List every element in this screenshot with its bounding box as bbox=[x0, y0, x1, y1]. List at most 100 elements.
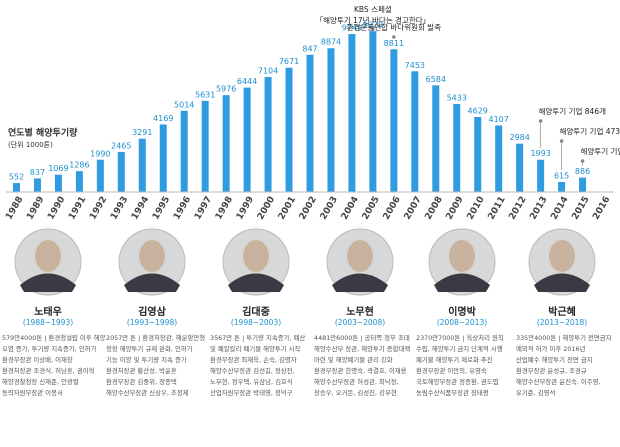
president-term: (1998~2003) bbox=[231, 318, 281, 327]
president-text: 기능 이양 및 투기량 지속 증가 bbox=[106, 355, 187, 364]
portrait-face bbox=[35, 240, 61, 272]
value-label: 1286 bbox=[69, 161, 89, 170]
president-text: 환경부장관 윤성규, 조경규 bbox=[516, 366, 587, 375]
annotation-text: KBS 스페셜 bbox=[354, 4, 392, 14]
president-text: 579만4000톤 | 환경청설립 이후 해양 bbox=[2, 333, 106, 342]
president-name: 김영삼 bbox=[138, 305, 166, 318]
x-tick-label: 2008 bbox=[424, 195, 445, 222]
value-label: 886 bbox=[575, 167, 590, 176]
x-tick-label: 1992 bbox=[88, 195, 109, 222]
bar bbox=[180, 110, 188, 192]
president-text: 환경처장관 조경식, 허남훈, 권이혁 bbox=[2, 366, 95, 375]
bar bbox=[138, 138, 146, 192]
value-label: 4107 bbox=[489, 115, 509, 124]
president-text: 산업자원부장관 박태영, 정덕구 bbox=[210, 388, 293, 397]
president-text: 청장 해양투기 규제 완화, 인허가 bbox=[106, 344, 193, 353]
value-label: 847 bbox=[302, 44, 317, 53]
bar bbox=[348, 34, 356, 193]
president-text: 동력자원부장관 이봉서 bbox=[2, 388, 63, 397]
portrait-body bbox=[20, 273, 76, 292]
annotation-text: 「해양투기 17년 바다는 경고한다」 bbox=[316, 15, 431, 25]
president-name: 김대중 bbox=[242, 305, 270, 318]
bar bbox=[96, 159, 104, 192]
value-label: 7104 bbox=[258, 66, 278, 75]
value-label: 5433 bbox=[447, 93, 467, 102]
president-text: 해양경찰청장 신재준, 안광렬 bbox=[2, 377, 79, 386]
value-label: 3291 bbox=[132, 128, 152, 137]
x-tick-label: 1995 bbox=[151, 195, 172, 222]
portrait-face bbox=[243, 240, 269, 272]
president-text: 해양수산부장관 허성관, 최낙정, bbox=[314, 377, 399, 386]
value-label: 2984 bbox=[509, 133, 529, 142]
president-text: 2057만 톤 | 환경처장관, 해운항만청 bbox=[106, 333, 205, 342]
bar bbox=[453, 103, 461, 192]
x-tick-label: 2015 bbox=[570, 195, 591, 222]
bar bbox=[201, 100, 209, 192]
portrait-body bbox=[228, 273, 284, 292]
value-label: 7671 bbox=[279, 57, 299, 66]
bar bbox=[369, 31, 377, 192]
bar bbox=[117, 152, 125, 192]
x-tick-label: 1988 bbox=[4, 195, 25, 222]
x-tick-label: 1998 bbox=[214, 195, 235, 222]
president-text: 3567만 톤 | 투기량 지속증가, 폐산 bbox=[210, 333, 305, 342]
bar bbox=[159, 124, 167, 192]
annotation-dot bbox=[371, 27, 375, 31]
x-tick-label: 1990 bbox=[46, 195, 67, 222]
president-text: 장승우, 오거돈, 김성진, 강무현 bbox=[314, 388, 397, 397]
bar bbox=[285, 67, 293, 192]
portrait-face bbox=[449, 240, 475, 272]
value-label: 5976 bbox=[216, 85, 236, 94]
x-tick-label: 2004 bbox=[340, 195, 361, 222]
bar bbox=[222, 95, 230, 192]
bar bbox=[432, 85, 440, 192]
value-label: 552 bbox=[9, 173, 24, 182]
portrait-body bbox=[332, 273, 388, 292]
x-tick-label: 2012 bbox=[507, 195, 528, 222]
president-text: 환경부장관 이상배, 이재창 bbox=[2, 355, 73, 364]
president-text: 산업폐수 해양투기 전면 금지 bbox=[516, 355, 593, 364]
x-tick-label: 2009 bbox=[445, 195, 466, 222]
president-text: 농림수산식품부장관 장태평 bbox=[416, 388, 489, 397]
president-text: 폐기물 해양투기 제로화 추진 bbox=[416, 355, 493, 364]
value-label: 1993 bbox=[530, 149, 550, 158]
x-tick-label: 1996 bbox=[172, 195, 193, 222]
x-tick-label: 2007 bbox=[403, 195, 424, 222]
bar bbox=[75, 171, 83, 192]
portrait-body bbox=[124, 273, 180, 292]
bar bbox=[537, 159, 545, 192]
x-tick-label: 1989 bbox=[25, 195, 46, 222]
value-label: 2465 bbox=[111, 142, 131, 151]
annotation-text: 해양투기 기업 473개 bbox=[560, 126, 620, 136]
portrait-body bbox=[534, 273, 590, 292]
annotation-dot bbox=[580, 159, 585, 163]
president-text: 환경부장관 이만의, 유영숙 bbox=[416, 366, 487, 375]
president-text: 노무현, 정우택, 유삼남, 김호식 bbox=[210, 377, 293, 386]
president-text: 마련 및 해양폐기물 관리 강화 bbox=[314, 355, 393, 364]
chart-subtitle: (단위 1000톤) bbox=[8, 140, 53, 149]
x-tick-label: 2001 bbox=[277, 195, 298, 222]
value-label: 837 bbox=[30, 168, 45, 177]
president-name: 노태우 bbox=[34, 305, 62, 318]
portrait-face bbox=[139, 240, 165, 272]
president-text: 해양수산부장관 신상우, 조정제 bbox=[106, 388, 189, 397]
president-text: 오염 증가, 투기량 지속증가, 인허가 bbox=[2, 344, 97, 353]
president-text: 국토해양부장관 정종환, 권도엽 bbox=[416, 377, 499, 386]
president-text: 해양수산부 장관, 해양투기 종합대책 bbox=[314, 344, 410, 353]
president-term: (2013~2018) bbox=[537, 318, 587, 327]
x-tick-label: 2016 bbox=[591, 195, 612, 222]
bar bbox=[12, 183, 20, 192]
x-tick-label: 2003 bbox=[319, 195, 340, 222]
portrait-body bbox=[434, 273, 490, 292]
bar bbox=[54, 174, 62, 192]
value-label: 9749 bbox=[342, 24, 362, 33]
president-term: (1993~1998) bbox=[127, 318, 177, 327]
value-label: 5014 bbox=[174, 100, 194, 109]
bar bbox=[327, 48, 335, 193]
value-label: 5631 bbox=[195, 90, 215, 99]
annotation-text: 해양투기 기업 351개 bbox=[581, 146, 620, 156]
president-text: 335만4000톤 | 해양투기 전면금지 bbox=[516, 333, 612, 342]
president-text: 2370만7000톤 | 육상처리 원칙 bbox=[416, 333, 504, 342]
x-tick-label: 2011 bbox=[487, 195, 508, 222]
x-tick-label: 1997 bbox=[193, 195, 214, 222]
